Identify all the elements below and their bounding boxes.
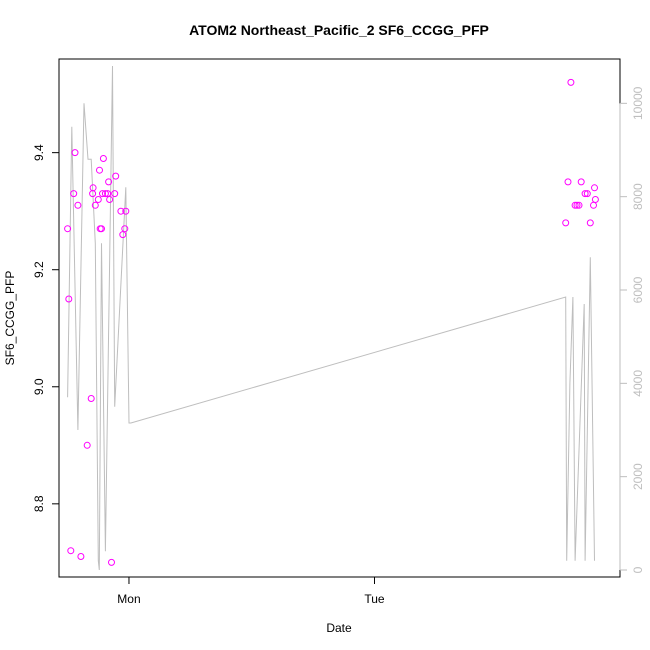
data-point: [121, 225, 129, 233]
data-point: [564, 178, 572, 186]
right-tick-label: 6000: [631, 276, 645, 303]
data-point: [101, 190, 109, 198]
chart-title: ATOM2 Northeast_Pacific_2 SF6_CCGG_PFP: [189, 22, 489, 38]
data-point: [111, 190, 119, 198]
data-point: [77, 553, 85, 560]
data-point: [74, 201, 82, 209]
left-tick-label: 8.8: [32, 495, 46, 512]
data-point: [105, 178, 113, 186]
points-layer: [64, 78, 599, 566]
right-tick-label: 2000: [631, 463, 645, 490]
data-point: [117, 207, 125, 215]
data-point: [91, 201, 99, 209]
data-point: [89, 184, 97, 192]
data-point: [573, 201, 581, 209]
data-point: [122, 207, 130, 215]
data-point: [87, 395, 95, 402]
left-tick-label: 9.0: [32, 378, 46, 395]
right-tick-label: 8000: [631, 183, 645, 210]
data-point: [83, 441, 91, 449]
data-point: [112, 172, 120, 180]
data-point: [581, 190, 589, 198]
plot-frame: [58, 58, 621, 578]
data-point: [64, 225, 72, 233]
left-tick-label: 9.2: [32, 261, 46, 278]
data-point: [577, 178, 585, 186]
data-point: [586, 219, 594, 227]
data-point: [94, 196, 102, 203]
bottom-axis: Mon Tue: [117, 576, 385, 606]
data-point: [96, 166, 103, 174]
data-point: [99, 190, 106, 198]
data-point: [590, 201, 597, 209]
data-point: [119, 231, 127, 239]
right-tick-label: 4000: [631, 370, 645, 397]
x-axis-label: Date: [326, 621, 352, 635]
data-point: [562, 219, 570, 227]
right-tick-label: 10000: [631, 86, 645, 120]
data-point: [567, 78, 575, 86]
data-point: [583, 190, 591, 198]
right-tick-label: 0: [631, 566, 645, 573]
data-point: [65, 295, 73, 303]
data-point: [99, 155, 107, 162]
data-point: [575, 201, 583, 209]
bottom-tick-label: Tue: [364, 592, 385, 606]
data-point: [591, 184, 598, 192]
data-point: [98, 225, 105, 233]
data-point: [108, 558, 115, 566]
bottom-tick-label: Mon: [117, 592, 140, 606]
left-tick-label: 9.4: [32, 144, 46, 161]
data-point: [571, 201, 579, 209]
data-point: [106, 196, 114, 203]
data-point: [70, 190, 78, 198]
altitude-line-layer: [67, 65, 595, 571]
data-point: [104, 190, 112, 198]
data-point: [67, 547, 75, 555]
data-point: [591, 196, 599, 203]
right-axis: 0 2000 4000 6000 8000 10000: [619, 86, 645, 573]
y-axis-label: SF6_CCGG_PFP: [3, 271, 17, 366]
altitude-line: [67, 65, 595, 571]
data-point: [71, 149, 79, 157]
left-axis: 8.8 9.0 9.2 9.4: [32, 144, 60, 512]
